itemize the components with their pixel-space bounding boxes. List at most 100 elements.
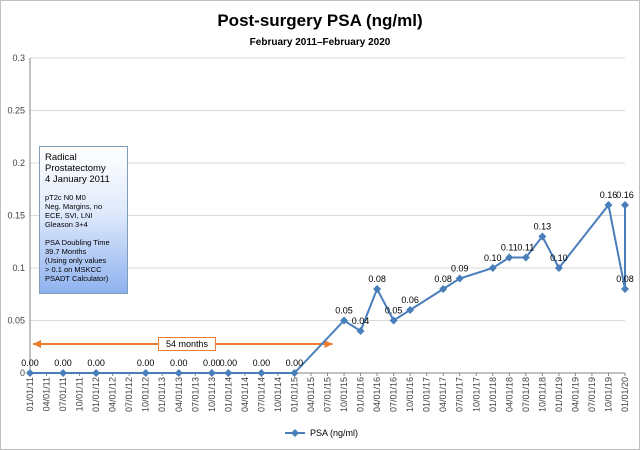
x-tick-label: 07/01/18 — [521, 377, 531, 412]
x-tick-label: 04/01/19 — [570, 377, 580, 412]
y-tick-label: 0.3 — [12, 53, 25, 63]
x-tick-label: 04/01/13 — [174, 377, 184, 412]
data-point — [621, 285, 629, 293]
x-tick-label: 01/01/14 — [223, 377, 233, 412]
x-tick-label: 10/01/11 — [75, 377, 85, 411]
data-label: 0.00 — [286, 358, 304, 368]
data-point — [406, 306, 415, 314]
data-point — [455, 274, 464, 283]
gridlines — [30, 57, 625, 321]
data-point — [26, 369, 34, 377]
data-point — [488, 264, 497, 272]
legend: PSA (ng/ml) — [285, 428, 358, 438]
data-point — [505, 253, 514, 262]
x-tick-label: 10/01/15 — [339, 377, 349, 412]
x-tick-label: 01/01/20 — [620, 377, 630, 412]
data-label: 0.10 — [484, 253, 502, 263]
chart-title: Post-surgery PSA (ng/ml) — [217, 11, 422, 30]
data-point — [340, 316, 349, 325]
data-point — [174, 369, 183, 377]
data-label: 0.11 — [501, 243, 518, 253]
data-label: 0.00 — [21, 358, 39, 368]
axes: 0 0.05 0.1 0.15 0.2 0.25 0.3 01/01/11 04/01/11 07… — [7, 53, 630, 412]
chart-subtitle: February 2011–February 2020 — [250, 37, 391, 48]
data-point — [207, 369, 216, 377]
data-label: 0.04 — [352, 316, 370, 326]
x-tick-label: 07/01/14 — [256, 377, 266, 412]
y-tick-label: 0 — [20, 368, 25, 378]
x-tick-label: 01/01/12 — [91, 377, 101, 412]
x-tick-label: 04/01/16 — [372, 377, 382, 412]
x-tick-label: 01/01/16 — [356, 377, 366, 412]
y-tick-label: 0.2 — [12, 158, 25, 168]
x-tick-label: 10/01/17 — [471, 377, 481, 412]
x-tick-label: 01/01/13 — [157, 377, 167, 412]
data-point — [373, 285, 382, 293]
data-label: 0.11 — [517, 243, 534, 253]
span-arrowhead-right — [324, 340, 333, 348]
series-psa — [26, 201, 629, 377]
data-point — [141, 369, 150, 377]
y-tick-label: 0.25 — [7, 106, 25, 116]
data-label: 0.00 — [54, 358, 72, 368]
data-point — [439, 285, 448, 293]
span-arrowhead-left — [33, 340, 41, 348]
note-details: pT2c N0 M0 Neg. Margins, no ECE, SVI, LN… — [45, 193, 110, 283]
note-heading: Radical Prostatectomy 4 January 2011 — [45, 152, 110, 185]
x-tick-label: 01/01/17 — [422, 377, 432, 412]
x-tick-label: 04/01/17 — [438, 377, 448, 412]
data-point — [554, 264, 563, 272]
data-point — [389, 316, 398, 325]
span-label-box: 54 months — [158, 337, 216, 351]
data-point — [604, 201, 613, 209]
x-tick-label: 10/01/12 — [141, 377, 151, 412]
x-tick-label: 07/01/19 — [587, 377, 597, 412]
data-label: 0.08 — [368, 274, 386, 284]
x-tick-label: 01/01/15 — [289, 377, 299, 412]
data-label: 0.06 — [401, 295, 419, 305]
data-point — [538, 232, 547, 241]
x-tick-label: 04/01/15 — [306, 377, 316, 412]
y-tick-label: 0.1 — [12, 263, 25, 273]
x-tick-label: 07/01/16 — [389, 377, 399, 412]
data-label: 0.05 — [385, 306, 403, 316]
data-labels: 0.00 0.00 0.00 0.00 0.000.00 0.00 0.00 0.000.05… — [21, 190, 634, 368]
surgery-note-callout: Radical Prostatectomy 4 January 2011 pT2… — [39, 146, 128, 294]
x-tick-label: 10/01/19 — [603, 377, 613, 412]
data-label: 0.00 — [253, 358, 271, 368]
legend-label: PSA (ng/ml) — [310, 428, 358, 438]
y-tick-label: 0.05 — [7, 316, 25, 326]
data-label: 0.00 — [137, 358, 155, 368]
x-tick-label: 07/01/15 — [323, 377, 333, 412]
data-label: 0.16 — [616, 190, 634, 200]
data-point — [521, 253, 530, 262]
data-label: 0.16 — [600, 190, 618, 200]
data-point — [257, 369, 266, 377]
x-tick-label: 10/01/16 — [405, 377, 415, 412]
x-tick-label: 10/01/18 — [537, 377, 547, 412]
data-point — [224, 369, 233, 377]
x-tick-label: 01/01/19 — [554, 377, 564, 412]
x-tick-label: 04/01/18 — [504, 377, 514, 412]
x-tick-label: 10/01/13 — [207, 377, 217, 412]
data-point — [356, 327, 365, 335]
x-tick-label: 04/01/11 — [42, 377, 52, 411]
x-tick-label: 07/01/12 — [124, 377, 134, 412]
x-tick-label: 04/01/12 — [108, 377, 118, 412]
data-label: 0.00 — [170, 358, 188, 368]
data-label: 0.08 — [616, 274, 634, 284]
data-label: 0.13 — [534, 222, 552, 232]
x-tick-label: 04/01/14 — [240, 377, 250, 412]
x-tick-label: 07/01/11 — [58, 377, 68, 411]
data-point — [290, 369, 299, 377]
data-label: 0.08 — [434, 274, 452, 284]
data-label: 0.10 — [550, 253, 568, 263]
series-line — [30, 202, 626, 374]
x-tick-label: 10/01/14 — [273, 377, 283, 412]
data-point — [59, 369, 68, 377]
data-label: 0.00 — [220, 358, 238, 368]
data-label: 0.09 — [451, 264, 469, 274]
y-tick-label: 0.15 — [7, 211, 25, 221]
data-label: 0.05 — [335, 306, 353, 316]
